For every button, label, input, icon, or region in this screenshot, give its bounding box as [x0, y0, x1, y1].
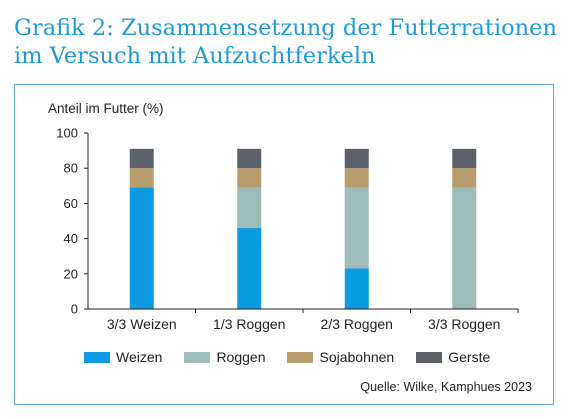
legend-swatch	[416, 351, 443, 363]
legend-swatch	[84, 351, 110, 363]
bar-segment-sojabohnen	[237, 168, 262, 188]
bar-segment-gerste	[129, 148, 154, 169]
x-tick-label: 3/3 Roggen	[428, 316, 500, 332]
x-tick-label: 3/3 Weizen	[107, 316, 177, 332]
bar-segment-weizen	[129, 187, 154, 309]
y-axis-label: Anteil im Futter (%)	[48, 101, 164, 116]
bar-segment-sojabohnen	[129, 168, 154, 188]
legend-item-roggen: Roggen	[184, 349, 265, 365]
y-tick-label: 20	[64, 266, 78, 281]
y-tick-label: 0	[71, 302, 78, 317]
source-note: Quelle: Wilke, Kamphues 2023	[360, 380, 532, 394]
chart-title: Grafik 2: Zusammensetzung der Futterrati…	[14, 15, 557, 69]
bar-segment-sojabohnen	[344, 168, 369, 188]
y-axis: 0 20 40 60 80 100	[56, 126, 89, 317]
bar-segment-sojabohnen	[452, 168, 477, 188]
legend-item-sojabohnen: Sojabohnen	[287, 349, 394, 365]
legend-label: Roggen	[216, 349, 266, 365]
legend-item-weizen: Weizen	[84, 349, 162, 365]
legend-swatch	[184, 351, 211, 363]
legend-swatch	[287, 351, 314, 363]
y-tick-label: 100	[56, 126, 78, 141]
x-tick-label: 1/3 Roggen	[213, 316, 285, 332]
bars	[129, 148, 477, 309]
bar-segment-weizen	[237, 228, 262, 309]
bar-segment-roggen	[344, 187, 369, 269]
y-tick-label: 60	[64, 196, 78, 211]
legend: Weizen Roggen Sojabohnen Gerste	[84, 349, 512, 365]
y-tick-label: 80	[64, 161, 78, 176]
bar-segment-gerste	[344, 148, 369, 169]
x-tick-label: 2/3 Roggen	[321, 316, 393, 332]
bar-segment-gerste	[452, 148, 477, 169]
legend-item-gerste: Gerste	[416, 349, 490, 365]
legend-label: Gerste	[448, 349, 491, 365]
legend-label: Weizen	[116, 349, 163, 365]
y-tick-label: 40	[64, 231, 78, 246]
bar-segment-weizen	[344, 268, 369, 309]
legend-label: Sojabohnen	[319, 349, 395, 365]
x-axis: 3/3 Weizen 1/3 Roggen 2/3 Roggen 3/3 Roggen	[88, 308, 519, 332]
bar-segment-roggen	[452, 187, 477, 309]
bar-segment-gerste	[237, 148, 262, 169]
bar-segment-roggen	[237, 187, 262, 229]
